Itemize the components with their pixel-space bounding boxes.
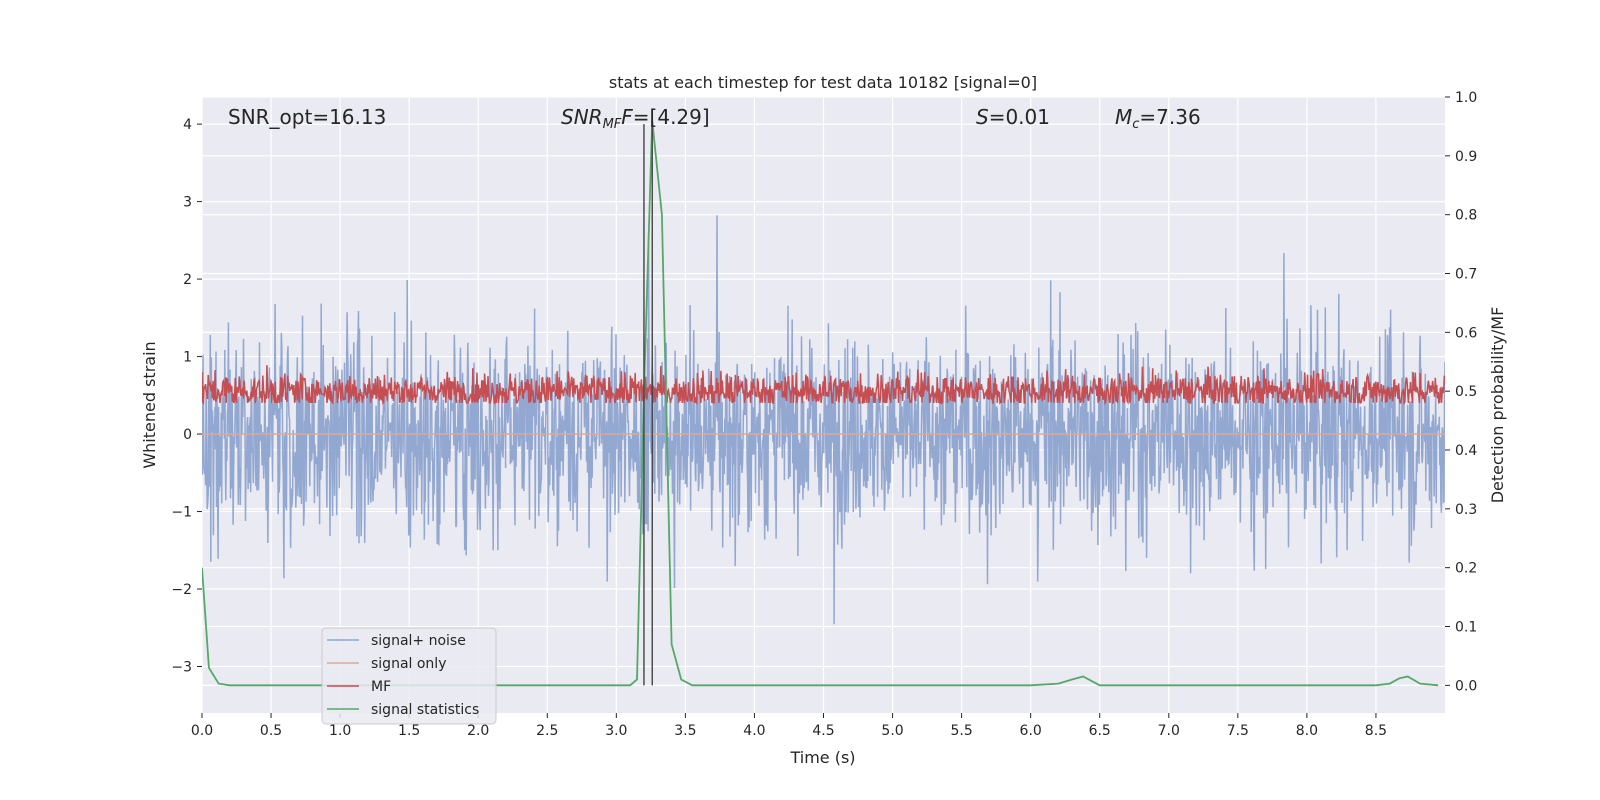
series-signal-statistics bbox=[202, 120, 1439, 687]
x-tick-label-5.0: 5.0 bbox=[881, 723, 903, 739]
y-right-tick-label-0.1: 0.1 bbox=[1455, 620, 1477, 636]
series-mf bbox=[202, 365, 1445, 406]
snr-mf-label: SNR bbox=[561, 105, 603, 129]
y-left-tick-label-1: 1 bbox=[183, 350, 192, 366]
y-left-tick-label-−1: −1 bbox=[171, 505, 192, 521]
mc-sub: c bbox=[1132, 117, 1139, 132]
y-left-axis-label: Whitened strain bbox=[140, 341, 159, 468]
y-left-axis-ticks: −3 −2 −1 0 1 2 3 4 bbox=[171, 117, 202, 676]
snr-mf-value: =[4.29] bbox=[633, 105, 710, 129]
vertical-markers bbox=[643, 124, 653, 686]
y-right-axis-ticks: 0.0 0.1 0.2 0.3 0.4 0.5 0.6 0.7 0.8 0.9 1.0 bbox=[1445, 90, 1477, 694]
x-tick-label-8.5: 8.5 bbox=[1365, 723, 1387, 739]
x-axis-ticks: 0.0 0.5 1.0 1.5 2.0 2.5 3.0 3.5 4.0 4.5 5.0 5.5 6.0 6… bbox=[191, 713, 1387, 739]
s-annotation: S=0.01 bbox=[976, 105, 1050, 129]
snr-mf-f: F bbox=[621, 105, 633, 129]
x-tick-label-7.5: 7.5 bbox=[1227, 723, 1249, 739]
x-tick-label-0.0: 0.0 bbox=[191, 723, 213, 739]
x-tick-label-1.5: 1.5 bbox=[398, 723, 420, 739]
x-tick-label-3.5: 3.5 bbox=[674, 723, 696, 739]
s-value: =0.01 bbox=[989, 105, 1050, 129]
y-right-tick-label-0.5: 0.5 bbox=[1455, 384, 1477, 400]
x-tick-label-5.5: 5.5 bbox=[950, 723, 972, 739]
y-left-tick-label-−3: −3 bbox=[171, 660, 192, 676]
legend-label-mf: MF bbox=[371, 679, 391, 695]
y-right-tick-label-0.2: 0.2 bbox=[1455, 561, 1477, 577]
y-right-tick-label-0.4: 0.4 bbox=[1455, 443, 1477, 459]
legend-label-signal-statistics: signal statistics bbox=[371, 702, 479, 718]
x-tick-label-4.5: 4.5 bbox=[812, 723, 834, 739]
x-tick-label-4.0: 4.0 bbox=[743, 723, 765, 739]
y-right-tick-label-1.0: 1.0 bbox=[1455, 90, 1477, 106]
y-left-tick-label-4: 4 bbox=[183, 117, 192, 133]
x-tick-label-2.5: 2.5 bbox=[536, 723, 558, 739]
chart-title: stats at each timestep for test data 101… bbox=[609, 73, 1037, 92]
x-tick-label-0.5: 0.5 bbox=[260, 723, 282, 739]
mc-label: M bbox=[1115, 105, 1132, 129]
x-tick-label-1.0: 1.0 bbox=[329, 723, 351, 739]
legend-box bbox=[321, 627, 497, 725]
x-tick-label-6.0: 6.0 bbox=[1020, 723, 1042, 739]
y-left-tick-label-−2: −2 bbox=[171, 582, 192, 598]
mc-value: =7.36 bbox=[1139, 105, 1200, 129]
y-right-tick-label-0.8: 0.8 bbox=[1455, 208, 1477, 224]
x-tick-label-3.0: 3.0 bbox=[605, 723, 627, 739]
series-signal-noise bbox=[202, 215, 1445, 625]
x-tick-label-2.0: 2.0 bbox=[467, 723, 489, 739]
y-right-tick-label-0.3: 0.3 bbox=[1455, 502, 1477, 518]
y-right-tick-label-0.0: 0.0 bbox=[1455, 678, 1477, 694]
x-axis-label: Time (s) bbox=[789, 748, 855, 767]
s-label: S bbox=[976, 105, 989, 129]
snr-mf-sub: MF bbox=[603, 117, 622, 132]
snr-opt-annotation: SNR_opt=16.13 bbox=[228, 105, 386, 129]
legend: signal+ noise signal only MF signal stat… bbox=[321, 627, 497, 725]
snr-mf-annotation: SNRMFF=[4.29] bbox=[561, 105, 710, 132]
legend-label-signal-noise: signal+ noise bbox=[371, 633, 466, 649]
y-left-tick-label-3: 3 bbox=[183, 195, 192, 211]
y-right-tick-label-0.7: 0.7 bbox=[1455, 267, 1477, 283]
x-tick-label-8.0: 8.0 bbox=[1296, 723, 1318, 739]
y-left-tick-label-0: 0 bbox=[183, 427, 192, 443]
series-clip-group bbox=[202, 120, 1445, 687]
mc-annotation: Mc=7.36 bbox=[1115, 105, 1201, 132]
y-right-tick-label-0.9: 0.9 bbox=[1455, 149, 1477, 165]
y-right-tick-label-0.6: 0.6 bbox=[1455, 325, 1477, 341]
x-tick-label-7.0: 7.0 bbox=[1158, 723, 1180, 739]
legend-label-signal-only: signal only bbox=[371, 656, 446, 672]
series-layer bbox=[202, 120, 1445, 687]
y-left-tick-label-2: 2 bbox=[183, 272, 192, 288]
y-right-axis-label: Detection probability/MF bbox=[1488, 307, 1507, 504]
x-tick-label-6.5: 6.5 bbox=[1089, 723, 1111, 739]
